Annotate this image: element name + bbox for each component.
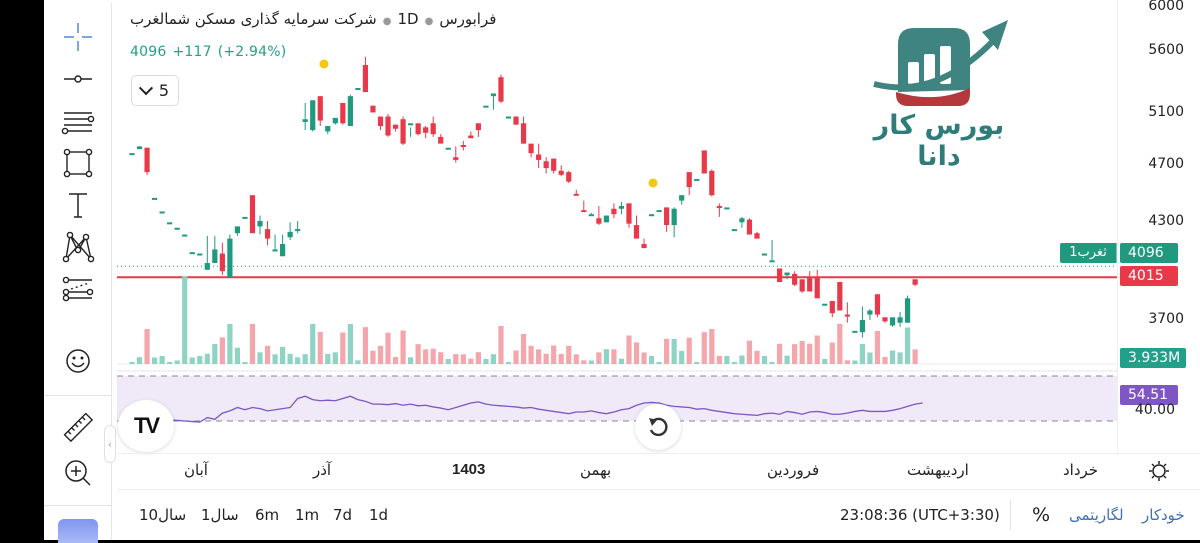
interval-label[interactable]: 1D <box>397 10 419 28</box>
price-tick: 5100 <box>1148 104 1184 120</box>
range-6m-button[interactable]: 6m <box>255 506 280 524</box>
ruler-icon <box>63 412 94 443</box>
rectangle-icon <box>63 148 93 178</box>
rectangle-tool[interactable] <box>58 143 98 183</box>
emoji-tool[interactable] <box>58 341 98 381</box>
time-label: فروردین <box>767 461 820 479</box>
chart-app <box>44 0 1200 540</box>
time-label: خرداد <box>1063 461 1099 479</box>
price-scale[interactable]: 6000 5600 5100 4700 4300 3700 4096 4015 … <box>1117 0 1200 453</box>
rsi-level-tick: 40.00 <box>1134 402 1175 418</box>
tradingview-logo-icon: TV <box>133 413 160 438</box>
emoji-icon <box>66 349 90 373</box>
price-tick: 3700 <box>1148 311 1184 327</box>
percent-scale-button[interactable]: % <box>1032 504 1051 526</box>
bottom-toolbar: 10سال 1سال 6m 1m 7d 1d 23:08:36 (UTC+3:3… <box>117 489 1200 540</box>
reset-chart-button[interactable] <box>635 404 681 450</box>
price-tick: 4300 <box>1148 213 1184 229</box>
timezone-clock[interactable]: 23:08:36 (UTC+3:30) <box>840 506 1000 524</box>
price-tick: 5600 <box>1148 42 1184 58</box>
parallel-channel-icon <box>61 112 95 135</box>
watermark-logo-icon <box>873 20 1008 106</box>
indicators-toggle-button[interactable]: 5 <box>131 75 179 106</box>
zoom-in-icon <box>65 460 91 486</box>
fib-retracement-tool[interactable] <box>58 269 98 309</box>
zoom-in-tool[interactable] <box>58 453 98 493</box>
range-7d-button[interactable]: 7d <box>333 506 353 524</box>
price-tick: 4700 <box>1148 156 1184 172</box>
last-price-badge: 4096 <box>1120 243 1178 263</box>
time-label: آذر <box>313 461 332 479</box>
range-1d-button[interactable]: 1d <box>369 506 389 524</box>
range-1y-button[interactable]: 1سال <box>201 506 239 524</box>
fib-retracement-icon <box>62 276 94 302</box>
horizontal-line-icon <box>64 75 92 83</box>
range-1m-button[interactable]: 1m <box>295 506 320 524</box>
price-change-percent: (+2.94%) <box>217 44 287 60</box>
separator-dot: ● <box>424 16 434 27</box>
chevron-left-icon: ‹ <box>107 437 113 451</box>
log-scale-button[interactable]: لگاریتمی <box>1069 506 1124 524</box>
parallel-channel-tool[interactable] <box>58 101 98 141</box>
price-change: +117 <box>172 44 212 60</box>
drawing-toolbar <box>44 3 112 543</box>
symbol-name[interactable]: شرکت سرمایه گذاری مسکن شمالغرب <box>130 10 377 28</box>
pattern-icon <box>62 231 95 263</box>
chart-settings-icon[interactable] <box>1148 460 1170 482</box>
chevron-down-icon <box>138 80 153 95</box>
symbol-legend[interactable]: فرابورس ● 1D ● شرکت سرمایه گذاری مسکن شمالغر… <box>130 10 496 28</box>
reset-icon <box>649 417 668 437</box>
last-price: 4096 <box>130 44 167 60</box>
tradingview-logo[interactable]: TV <box>118 400 174 452</box>
crosshair-tool[interactable] <box>58 17 98 57</box>
pattern-tool[interactable] <box>58 227 98 267</box>
ruler-tool[interactable] <box>58 407 98 447</box>
toolbar-divider <box>44 505 112 506</box>
time-axis[interactable]: آبان آذر 1403 بهمن فروردین اردیبهشت خردا… <box>117 453 1200 489</box>
indicators-count: 5 <box>158 81 170 100</box>
time-label: بهمن <box>580 461 612 479</box>
favorites-button[interactable] <box>58 519 98 543</box>
horizontal-line-price-badge: 4015 <box>1120 266 1178 286</box>
price-legend: 4096 +117 (+2.94%) <box>130 44 292 60</box>
hide-toolbar-button[interactable]: ‹ <box>104 425 116 463</box>
horizontal-line-tool[interactable] <box>58 59 98 99</box>
price-tick: 6000 <box>1148 0 1184 14</box>
chart-canvas[interactable] <box>117 3 1117 453</box>
ticker-badge: ثغرب1 <box>1060 243 1117 263</box>
exchange-name: فرابورس <box>439 10 497 28</box>
auto-scale-button[interactable]: خودکار <box>1142 506 1185 524</box>
text-icon <box>69 193 87 218</box>
toolbar-divider <box>44 395 112 396</box>
time-label-year: 1403 <box>452 461 486 478</box>
volume-badge: 3.933M <box>1120 348 1186 368</box>
watermark-text: بورس کار دانا <box>873 110 1005 172</box>
rsi-value-badge: 54.51 <box>1120 385 1178 405</box>
bottom-divider <box>1010 500 1011 530</box>
crosshair-icon <box>64 23 92 51</box>
separator-dot: ● <box>382 16 392 27</box>
text-tool[interactable] <box>58 185 98 225</box>
time-label: آبان <box>184 461 208 479</box>
price-chart[interactable] <box>117 3 1117 453</box>
time-label: اردیبهشت <box>907 461 969 479</box>
range-10y-button[interactable]: 10سال <box>139 506 187 524</box>
